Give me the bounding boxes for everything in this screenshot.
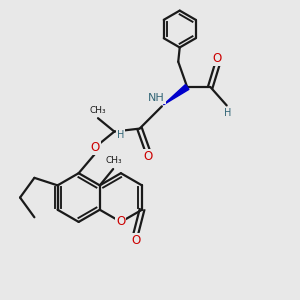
Text: H: H <box>224 108 231 118</box>
Text: O: O <box>143 150 152 163</box>
Text: O: O <box>213 52 222 65</box>
Text: O: O <box>116 215 125 228</box>
Text: CH₃: CH₃ <box>105 156 122 165</box>
Polygon shape <box>164 85 189 105</box>
Text: H: H <box>117 130 124 140</box>
Text: O: O <box>90 141 100 154</box>
Text: O: O <box>131 234 141 247</box>
Text: NH: NH <box>148 93 165 103</box>
Text: CH₃: CH₃ <box>89 106 106 115</box>
